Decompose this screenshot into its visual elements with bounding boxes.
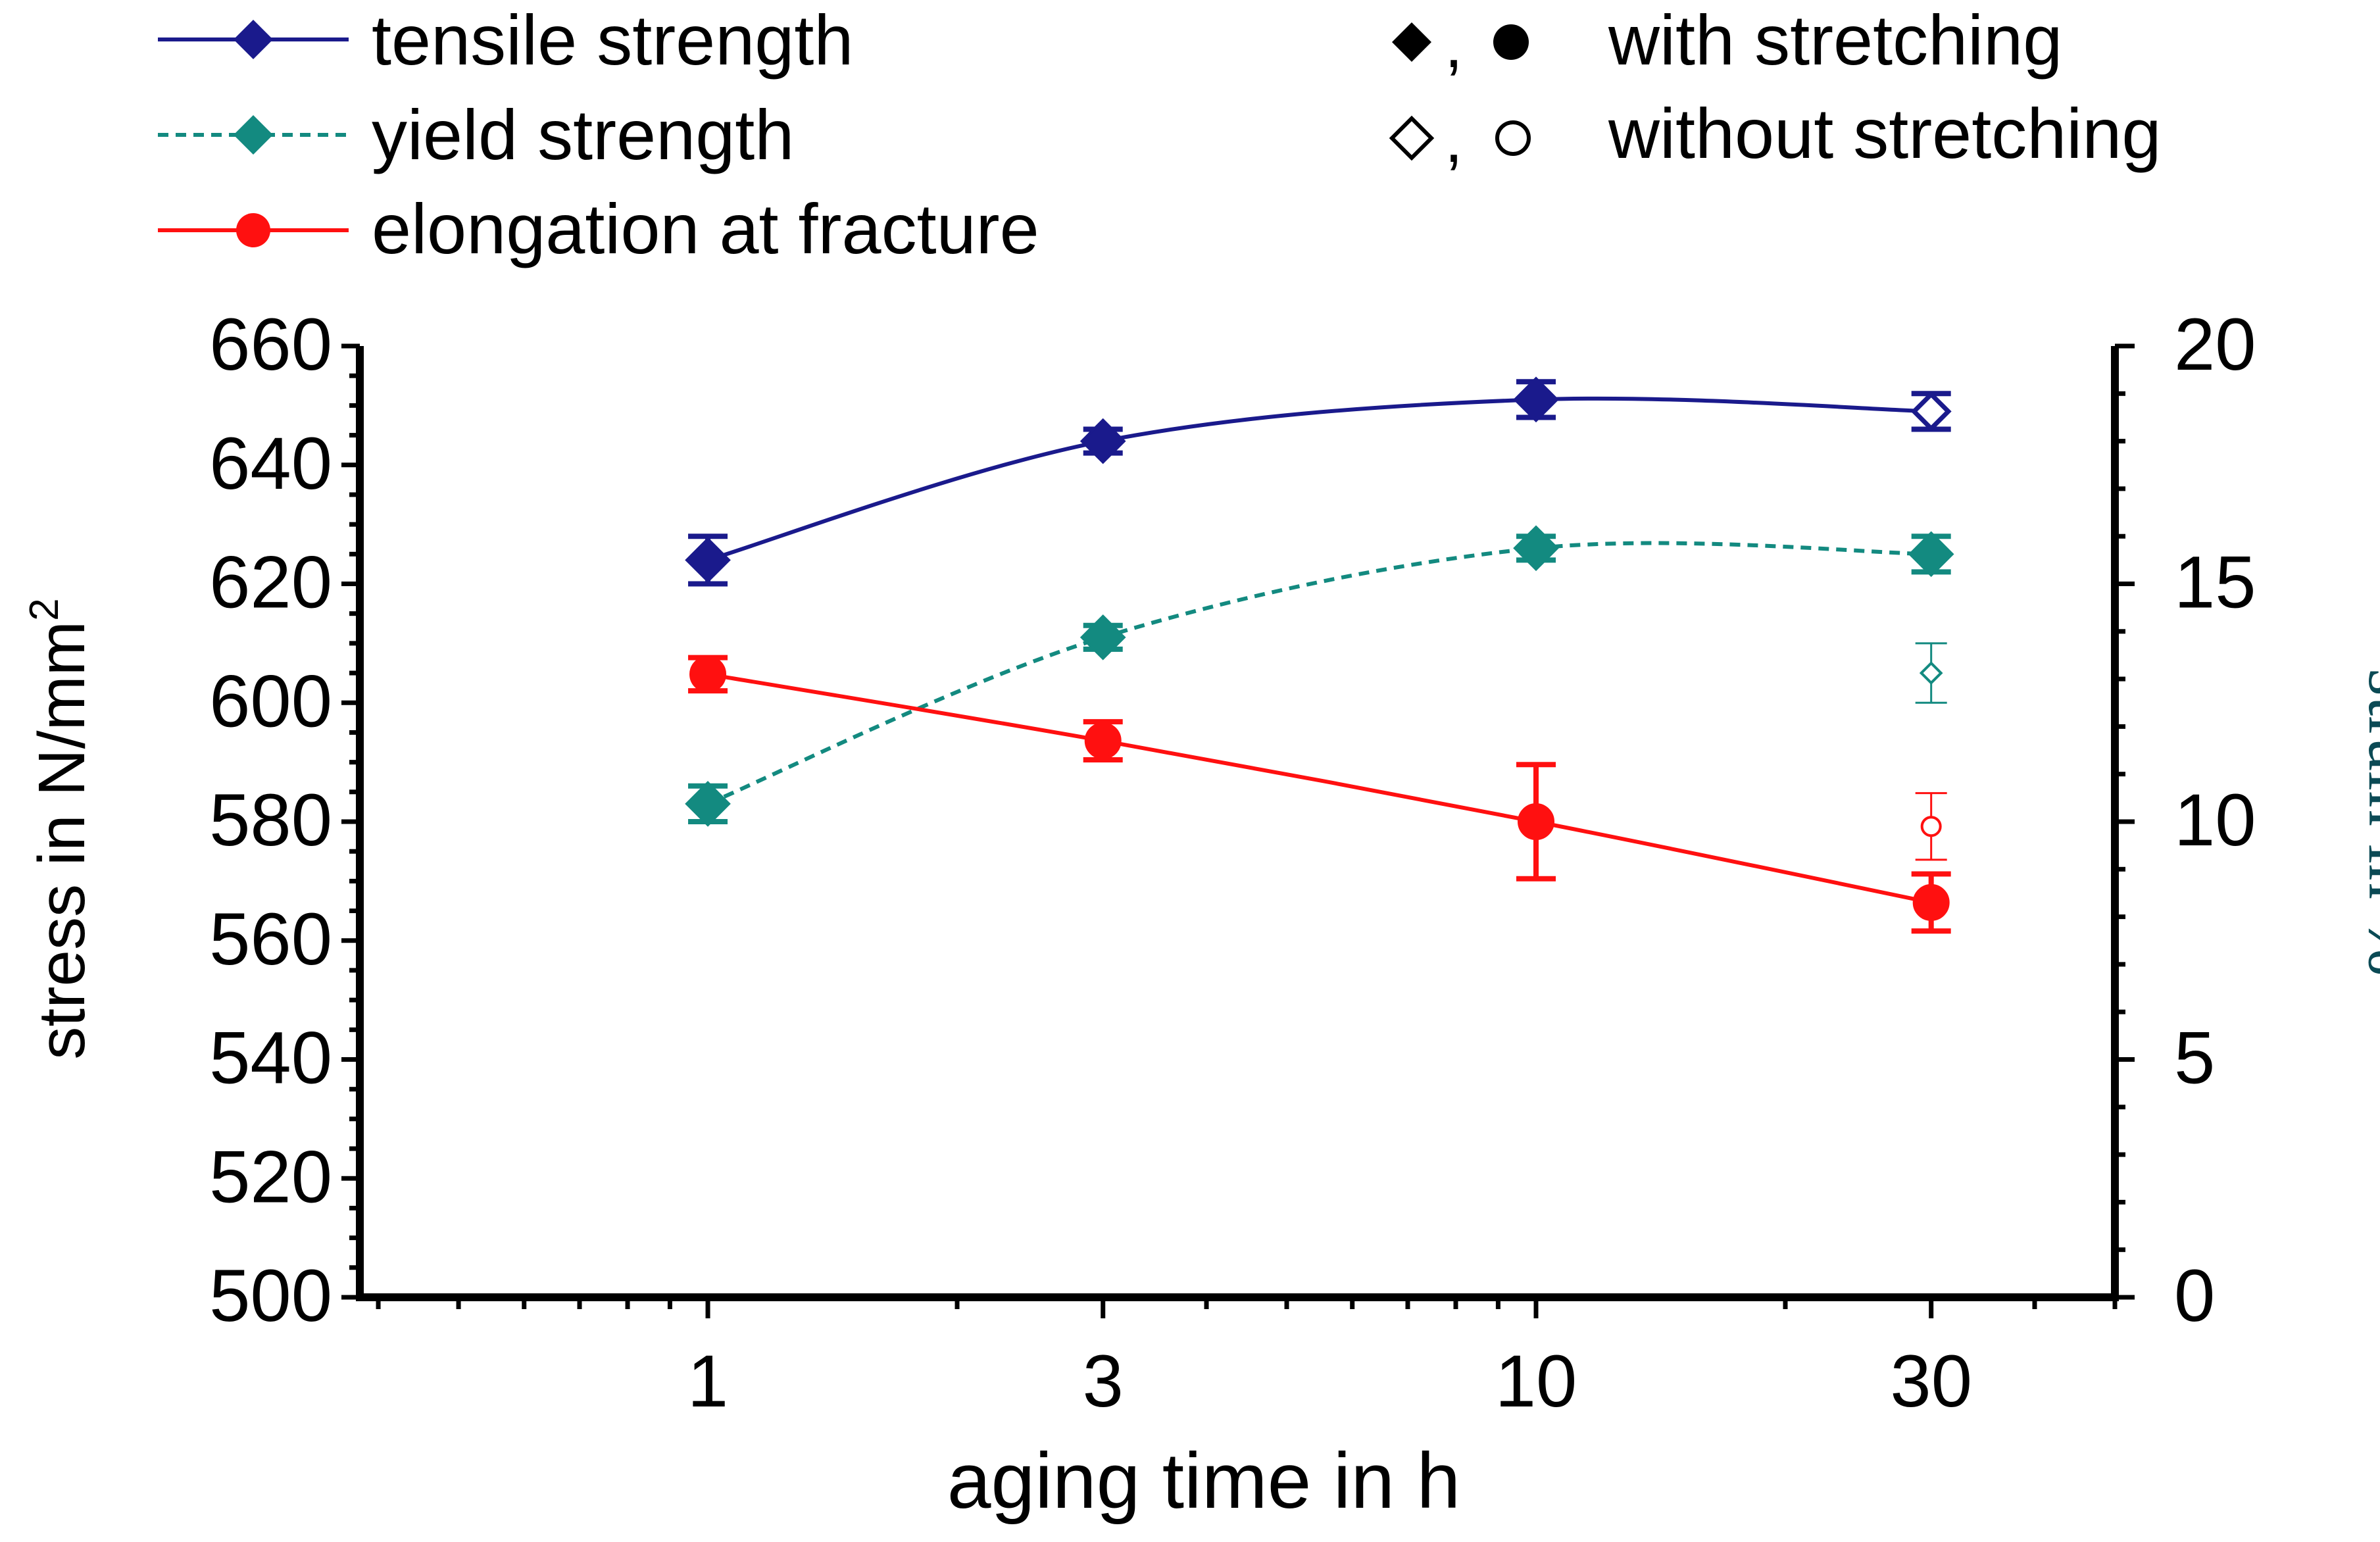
marker-legend-label-without-stretching: without stretching bbox=[1608, 93, 2161, 173]
elongation-at-fracture-point-unstretched bbox=[1920, 816, 1942, 837]
yield-strength-line bbox=[707, 541, 1931, 806]
x-tick-label: 1 bbox=[687, 1340, 728, 1422]
legend-label-tensile-strength: tensile strength bbox=[372, 0, 853, 80]
marker-legend: , with stretching , without stretching bbox=[1389, 0, 2161, 176]
y-right-tick-label: 5 bbox=[2174, 1017, 2215, 1099]
tick-marks bbox=[341, 343, 2135, 1318]
tensile-strength-point bbox=[1513, 376, 1559, 423]
elongation-at-fracture-line bbox=[707, 672, 1932, 905]
y-left-tick-label: 580 bbox=[209, 779, 332, 861]
y-left-tick-label: 660 bbox=[209, 303, 332, 386]
elongation-at-fracture-point bbox=[1084, 722, 1122, 760]
legend-label-yield-strength: yield strength bbox=[372, 95, 794, 174]
x-tick-label: 30 bbox=[1890, 1340, 1972, 1422]
y-axis-left-title-text: stress in N/mm bbox=[25, 621, 99, 1060]
x-tick-label: 10 bbox=[1495, 1340, 1577, 1422]
tensile-strength-line bbox=[707, 396, 1931, 562]
y-left-tick-label: 540 bbox=[209, 1017, 332, 1099]
y-axis-left-title: stress in N/mm2 bbox=[22, 598, 99, 1059]
yield-strength-point bbox=[685, 781, 731, 827]
legend-comma-open: , bbox=[1445, 103, 1463, 176]
series-curves bbox=[707, 396, 1932, 905]
y-left-tick-label: 560 bbox=[209, 898, 332, 980]
legend-diamond-yield-strength-icon bbox=[234, 115, 273, 155]
y-left-tick-label: 520 bbox=[209, 1135, 332, 1218]
elongation-at-fracture-point bbox=[1518, 803, 1555, 840]
marker-legend-label-with-stretching: with stretching bbox=[1608, 0, 2062, 80]
y-left-tick-label: 640 bbox=[209, 422, 332, 505]
y-axis-right-title: strain in % bbox=[2354, 668, 2380, 976]
y-right-tick-label: 15 bbox=[2174, 541, 2256, 624]
elongation-at-fracture-point bbox=[1912, 883, 1950, 921]
elongation-at-fracture-point bbox=[689, 655, 727, 693]
x-tick-label: 3 bbox=[1083, 1340, 1124, 1422]
legend-circle-elongation-at-fracture-icon bbox=[236, 213, 270, 247]
legend-open-diamond-icon bbox=[1389, 115, 1435, 161]
y-axis-left-title-superscript: 2 bbox=[22, 598, 67, 620]
legend-open-circle-icon bbox=[1495, 120, 1531, 156]
yield-strength-point-unstretched bbox=[1919, 661, 1943, 685]
legend-filled-diamond-icon bbox=[1392, 22, 1431, 62]
tensile-strength-point-unstretched bbox=[1910, 391, 1952, 432]
legend-filled-circle-icon bbox=[1493, 24, 1529, 60]
tensile-strength-point bbox=[685, 537, 731, 584]
y-left-tick-label: 600 bbox=[209, 660, 332, 742]
y-left-tick-label: 620 bbox=[209, 541, 332, 624]
legend-comma-filled: , bbox=[1445, 8, 1463, 82]
y-right-tick-label: 0 bbox=[2174, 1255, 2215, 1337]
series-legend: tensile strength yield strength elongati… bbox=[158, 0, 1039, 268]
y-left-tick-label: 500 bbox=[209, 1255, 332, 1337]
yield-strength-point bbox=[1079, 614, 1126, 660]
tensile-strength-point bbox=[1079, 418, 1126, 464]
legend-samples bbox=[158, 20, 349, 247]
legend-label-elongation-at-fracture: elongation at fracture bbox=[372, 189, 1039, 268]
y-right-tick-label: 10 bbox=[2174, 779, 2256, 861]
y-right-tick-label: 20 bbox=[2174, 303, 2256, 386]
data-markers bbox=[685, 376, 1954, 921]
yield-strength-point bbox=[1908, 531, 1954, 578]
x-axis-title: aging time in h bbox=[947, 1437, 1460, 1525]
legend-diamond-tensile-strength-icon bbox=[234, 20, 273, 59]
tick-labels: 500 520 540 560 580 600 620 640 660 0 5 10 15 20 1 3 10 3… bbox=[209, 303, 2256, 1422]
yield-strength-point bbox=[1513, 525, 1559, 572]
